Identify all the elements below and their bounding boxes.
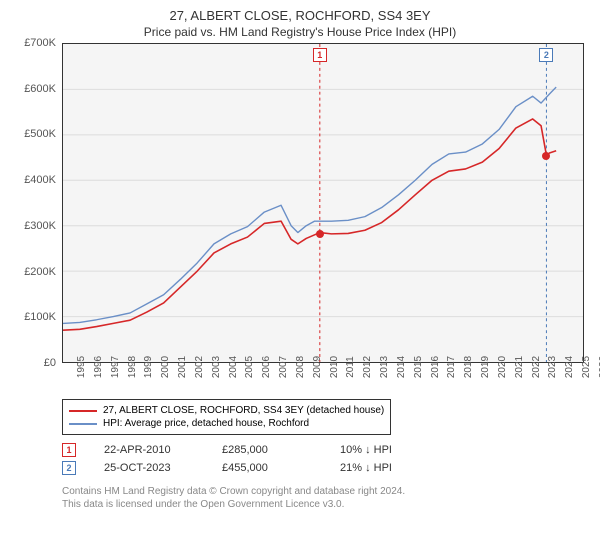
plot-svg [63, 44, 583, 362]
transaction-dot-1 [316, 230, 324, 238]
title-main: 27, ALBERT CLOSE, ROCHFORD, SS4 3EY [10, 8, 590, 23]
transaction-rows: 1 22-APR-2010 £285,000 10% ↓ HPI 2 25-OCT-202… [62, 439, 590, 479]
legend-box: 27, ALBERT CLOSE, ROCHFORD, SS4 3EY (det… [62, 399, 391, 435]
transaction-marker: 2 [62, 461, 76, 475]
legend-label: HPI: Average price, detached house, Roch… [103, 418, 309, 429]
transaction-row: 2 25-OCT-2023 £455,000 21% ↓ HPI [62, 461, 590, 475]
legend-item: 27, ALBERT CLOSE, ROCHFORD, SS4 3EY (det… [69, 404, 384, 417]
y-tick-label: £500K [24, 128, 56, 140]
y-tick-label: £400K [24, 174, 56, 186]
transaction-dot-2 [542, 152, 550, 160]
footer-attribution: Contains HM Land Registry data © Crown c… [62, 485, 590, 511]
x-axis: 1995199619971998199920002001200220032004… [62, 365, 584, 393]
transaction-price: £285,000 [222, 444, 312, 456]
y-tick-label: £700K [24, 37, 56, 49]
legend-item: HPI: Average price, detached house, Roch… [69, 417, 384, 430]
legend-label: 27, ALBERT CLOSE, ROCHFORD, SS4 3EY (det… [103, 405, 384, 416]
footer-line-2: This data is licensed under the Open Gov… [62, 498, 590, 511]
chart-container: 27, ALBERT CLOSE, ROCHFORD, SS4 3EY Pric… [0, 0, 600, 560]
y-tick-label: £0 [44, 357, 56, 369]
footer-line-1: Contains HM Land Registry data © Crown c… [62, 485, 590, 498]
y-tick-label: £600K [24, 83, 56, 95]
transaction-date: 25-OCT-2023 [104, 462, 194, 474]
chart-marker-1: 1 [313, 48, 327, 62]
title-sub: Price paid vs. HM Land Registry's House … [10, 25, 590, 39]
y-tick-label: £300K [24, 220, 56, 232]
x-tick-label: 2026 [584, 356, 600, 378]
title-block: 27, ALBERT CLOSE, ROCHFORD, SS4 3EY Pric… [10, 8, 590, 39]
y-tick-label: £100K [24, 311, 56, 323]
transaction-row: 1 22-APR-2010 £285,000 10% ↓ HPI [62, 443, 590, 457]
transaction-marker: 1 [62, 443, 76, 457]
chart-marker-2: 2 [539, 48, 553, 62]
transaction-date: 22-APR-2010 [104, 444, 194, 456]
legend-swatch [69, 423, 97, 425]
plot-area: 12 [62, 43, 584, 363]
legend-swatch [69, 410, 97, 412]
y-tick-label: £200K [24, 266, 56, 278]
transaction-price: £455,000 [222, 462, 312, 474]
chart-area: £0£100K£200K£300K£400K£500K£600K£700K 12… [10, 43, 590, 393]
series-hpi [63, 87, 556, 323]
transaction-delta: 10% ↓ HPI [340, 444, 430, 456]
y-axis: £0£100K£200K£300K£400K£500K£600K£700K [10, 43, 60, 363]
transaction-delta: 21% ↓ HPI [340, 462, 430, 474]
